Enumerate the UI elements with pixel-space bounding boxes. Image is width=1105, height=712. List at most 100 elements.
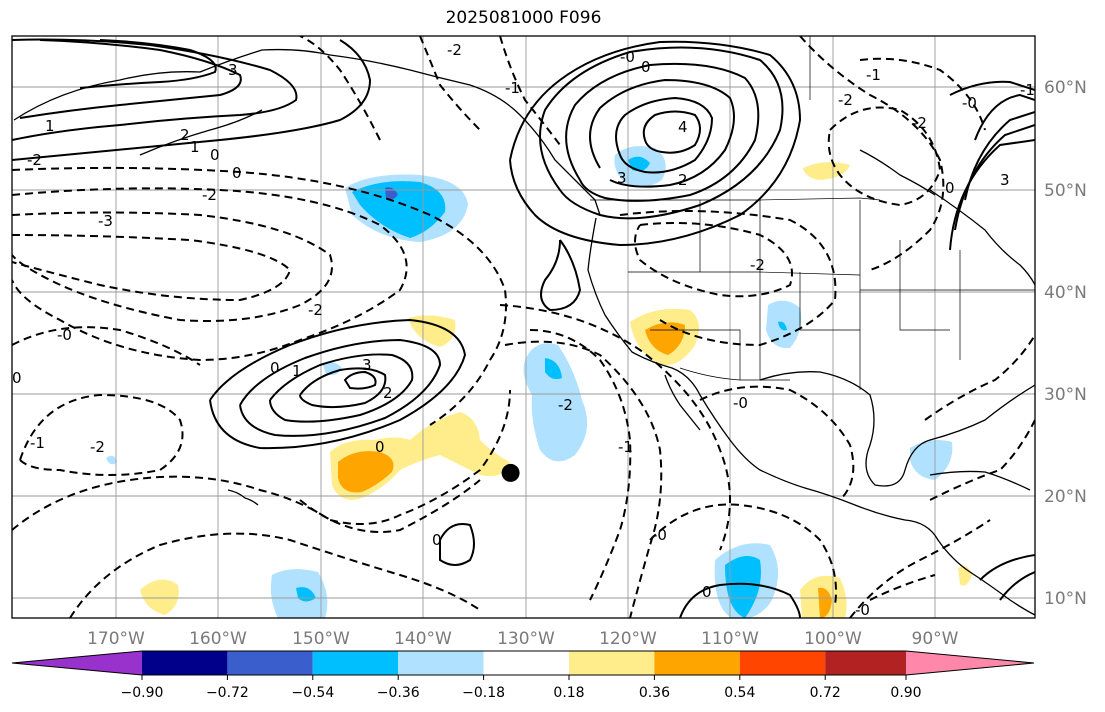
contour-label-pos: 2 — [678, 171, 688, 189]
colorbar-segments — [12, 651, 1034, 675]
colorbar-ticks — [141, 675, 907, 680]
lat-label-40n: 40°N — [1044, 283, 1087, 303]
contour-label-pos: 0 — [432, 531, 442, 549]
yellow-anomaly-sw — [140, 579, 179, 615]
contour-label-pos: 0 — [945, 179, 955, 197]
lon-label-170w: 170°W — [87, 629, 145, 649]
colorbar-tick-label: −0.36 — [377, 685, 420, 701]
colorbar: −0.90 −0.72 −0.54 −0.36 −0.18 0.18 0.36 … — [11, 650, 1035, 701]
colorbar-extend-high — [906, 651, 1034, 675]
contour-label-pos: 1 — [190, 138, 200, 156]
colorbar-segment — [825, 651, 906, 675]
lon-label-160w: 160°W — [189, 629, 247, 649]
contour-label-neg: -2 — [27, 151, 42, 169]
contour-label-neg: -2 — [750, 256, 765, 274]
longitude-labels: 170°W 160°W 150°W 140°W 130°W 120°W 110°… — [87, 629, 959, 649]
colorbar-tick-label: −0.54 — [291, 685, 334, 701]
map-title: 2025081000 F096 — [445, 8, 602, 28]
contour-label-neg: -0 — [855, 601, 870, 619]
colorbar-segment — [227, 651, 313, 675]
contour-label-pos: 3 — [362, 356, 372, 374]
contour-label-neg: -2 — [838, 91, 853, 109]
contour-label-neg: -1 — [866, 66, 881, 84]
lat-label-60n: 60°N — [1044, 78, 1087, 98]
contour-label-neg: -0 — [652, 526, 667, 544]
colorbar-tick-label: −0.72 — [206, 685, 249, 701]
lon-label-150w: 150°W — [292, 629, 350, 649]
contour-label-pos: 0 — [210, 146, 220, 164]
colorbar-tick-label: 0.90 — [890, 685, 921, 701]
colorbar-segment — [654, 651, 740, 675]
contour-label-pos: 2 — [383, 384, 393, 402]
contour-label-pos: 1 — [292, 362, 302, 380]
contour-label-pos: 0 — [702, 583, 712, 601]
blue-anomaly-gulfmex — [910, 440, 953, 480]
contour-label-neg: -0 — [57, 326, 72, 344]
coastlines — [13, 48, 1035, 616]
colorbar-tick-label: −0.18 — [462, 685, 505, 701]
contour-label-pos: 0 — [641, 58, 651, 76]
map-panel: -2 -1 -0 -2 -3 -2 -2 -1 -2 -2 -0 -1 -2 -… — [12, 36, 1035, 619]
positive-contours — [12, 38, 1035, 618]
lat-label-50n: 50°N — [1044, 181, 1087, 201]
contour-label-neg: -1 — [30, 434, 45, 452]
contour-label-neg: -3 — [98, 212, 113, 230]
contour-label-pos: 0 — [270, 359, 280, 377]
blue-anomaly-coast — [523, 343, 588, 462]
blue-anomaly-midpac — [323, 362, 342, 376]
graticule — [12, 36, 1035, 618]
contour-label-neg: -0 — [620, 48, 635, 66]
contour-label-neg: -1 — [505, 79, 520, 97]
colorbar-tick-label: 0.54 — [724, 685, 755, 701]
lat-label-30n: 30°N — [1044, 385, 1087, 405]
colorbar-tick-labels: −0.90 −0.72 −0.54 −0.36 −0.18 0.18 0.36 … — [121, 685, 922, 701]
colorbar-extend-low — [12, 651, 142, 675]
colorbar-tick-label: −0.90 — [121, 685, 164, 701]
contour-label-pos: 3 — [228, 61, 238, 79]
contour-label-pos: 3 — [617, 169, 627, 187]
lat-label-10n: 10°N — [1044, 589, 1087, 609]
contour-label-neg: -2 — [447, 41, 462, 59]
contour-label-neg: -1 — [618, 438, 633, 456]
contour-label-pos: 2 — [180, 126, 190, 144]
colorbar-tick-label: 0.36 — [639, 685, 670, 701]
contour-label-pos: 0 — [12, 369, 22, 387]
lon-label-100w: 100°W — [804, 629, 862, 649]
shaded-anomaly-fields — [106, 146, 972, 618]
lon-label-90w: 90°W — [912, 629, 959, 649]
contour-label-neg: -1 — [1020, 81, 1035, 99]
lon-label-130w: 130°W — [497, 629, 555, 649]
colorbar-segment — [483, 651, 569, 675]
colorbar-segment — [739, 651, 826, 675]
yellow-anomaly-canada — [803, 162, 850, 180]
storm-position-marker — [501, 463, 520, 482]
negative-contours — [12, 36, 1035, 618]
yellow-anomaly-mid — [408, 315, 456, 347]
contour-label-pos: 0 — [375, 438, 385, 456]
contour-label-neg: -0 — [733, 394, 748, 412]
latitude-labels: 60°N 50°N 40°N 30°N 20°N 10°N — [1044, 78, 1087, 609]
colorbar-tick-label: 0.18 — [553, 685, 584, 701]
contour-label-neg: -2 — [308, 301, 323, 319]
positive-contour-labels: 3 1 2 1 0 0 4 3 2 0 0 1 3 0 3 0 2 0 0 0 — [12, 58, 1010, 601]
colorbar-segment — [398, 651, 484, 675]
colorbar-tick-label: 0.72 — [810, 685, 841, 701]
contour-label-pos: 4 — [678, 118, 688, 136]
contour-label-neg: -2 — [912, 114, 927, 132]
colorbar-segment — [569, 651, 655, 675]
contour-label-pos: 0 — [232, 164, 242, 182]
contour-label-neg: -2 — [558, 396, 573, 414]
contour-label-neg: -0 — [962, 94, 977, 112]
contour-label-neg: -2 — [202, 186, 217, 204]
map-frame — [11, 35, 1036, 619]
negative-contour-labels: -2 -1 -0 -2 -3 -2 -2 -1 -2 -2 -0 -1 -2 -… — [27, 41, 1035, 619]
lon-label-140w: 140°W — [394, 629, 452, 649]
colorbar-segment — [312, 651, 399, 675]
lon-label-110w: 110°W — [701, 629, 759, 649]
contour-label-neg: -2 — [90, 438, 105, 456]
contour-label-pos: 1 — [45, 117, 55, 135]
lon-label-120w: 120°W — [599, 629, 657, 649]
colorbar-segment — [142, 651, 228, 675]
lat-label-20n: 20°N — [1044, 487, 1087, 507]
